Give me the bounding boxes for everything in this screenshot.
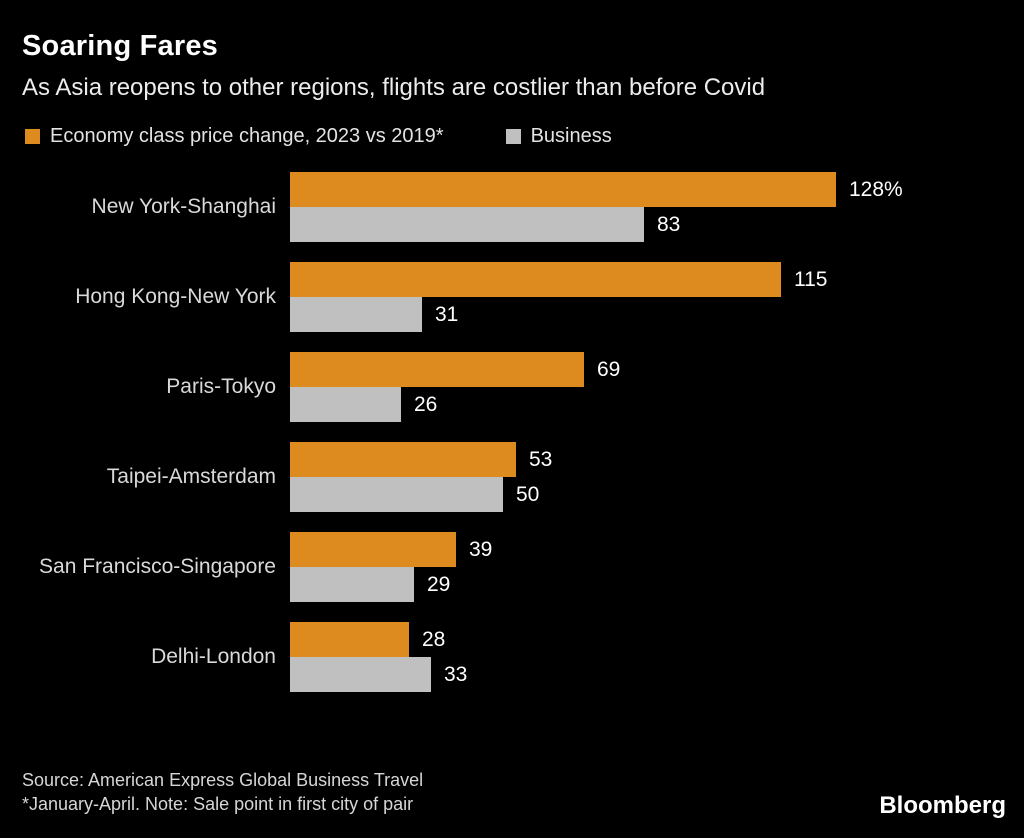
chart-title: Soaring Fares: [22, 30, 218, 62]
footnote-text: *January-April. Note: Sale point in firs…: [22, 794, 414, 814]
chart: New York-Shanghai 128% 83 Hong Kong-New Yor…: [0, 172, 1024, 732]
value-label: 31: [435, 302, 459, 326]
bar-group: 53 50: [290, 442, 552, 512]
economy-bar: [290, 172, 836, 207]
chart-row: San Francisco-Singapore 39 29: [0, 532, 1024, 602]
value-label: 26: [414, 392, 438, 416]
bar-line: 29: [290, 567, 492, 602]
bar-line: 128%: [290, 172, 903, 207]
bar-line: 115: [290, 262, 827, 297]
category-label: San Francisco-Singapore: [39, 555, 276, 578]
legend: Economy class price change, 2023 vs 2019…: [25, 125, 612, 148]
value-label: 128%: [849, 177, 903, 201]
source-text: Source: American Express Global Business…: [22, 770, 424, 790]
business-bar: [290, 567, 414, 602]
bar-line: 26: [290, 387, 620, 422]
bar-line: 69: [290, 352, 620, 387]
economy-bar: [290, 622, 409, 657]
business-swatch-icon: [505, 129, 521, 144]
category-label: Paris-Tokyo: [166, 375, 276, 398]
bar-group: 128% 83: [290, 172, 903, 242]
value-label: 39: [469, 537, 493, 561]
business-bar: [290, 477, 503, 512]
chart-row: Hong Kong-New York 115 31: [0, 262, 1024, 332]
bar-line: 28: [290, 622, 467, 657]
value-label: 53: [529, 447, 553, 471]
chart-row: New York-Shanghai 128% 83: [0, 172, 1024, 242]
legend-item-business: Business: [505, 125, 612, 148]
legend-item-economy: Economy class price change, 2023 vs 2019…: [25, 125, 444, 148]
value-label: 69: [597, 357, 621, 381]
economy-bar: [290, 352, 584, 387]
category-label: New York-Shanghai: [91, 195, 276, 218]
footer: Source: American Express Global Business…: [22, 768, 423, 816]
category-label: Delhi-London: [151, 645, 276, 668]
bar-group: 69 26: [290, 352, 620, 422]
value-label: 28: [422, 627, 446, 651]
chart-row: Taipei-Amsterdam 53 50: [0, 442, 1024, 512]
bar-line: 31: [290, 297, 827, 332]
bar-group: 28 33: [290, 622, 467, 692]
bar-line: 33: [290, 657, 467, 692]
bloomberg-logo: Bloomberg: [879, 792, 1006, 819]
chart-subtitle: As Asia reopens to other regions, flight…: [22, 74, 766, 101]
legend-label-business: Business: [530, 125, 612, 147]
bar-group: 115 31: [290, 262, 827, 332]
bar-line: 53: [290, 442, 552, 477]
value-label: 29: [427, 572, 451, 596]
value-label: 115: [794, 267, 828, 291]
category-label: Taipei-Amsterdam: [106, 465, 276, 488]
bar-line: 50: [290, 477, 552, 512]
value-label: 33: [444, 662, 468, 686]
bar-group: 39 29: [290, 532, 492, 602]
economy-bar: [290, 262, 781, 297]
business-bar: [290, 387, 401, 422]
bar-line: 83: [290, 207, 903, 242]
economy-bar: [290, 532, 456, 567]
legend-label-economy: Economy class price change, 2023 vs 2019…: [50, 125, 444, 147]
value-label: 83: [657, 212, 681, 236]
chart-row: Paris-Tokyo 69 26: [0, 352, 1024, 422]
economy-swatch-icon: [25, 129, 40, 144]
economy-bar: [290, 442, 516, 477]
value-label: 50: [516, 482, 540, 506]
bar-line: 39: [290, 532, 492, 567]
category-label: Hong Kong-New York: [75, 285, 276, 308]
business-bar: [290, 207, 644, 242]
business-bar: [290, 297, 422, 332]
chart-row: Delhi-London 28 33: [0, 622, 1024, 692]
business-bar: [290, 657, 431, 692]
